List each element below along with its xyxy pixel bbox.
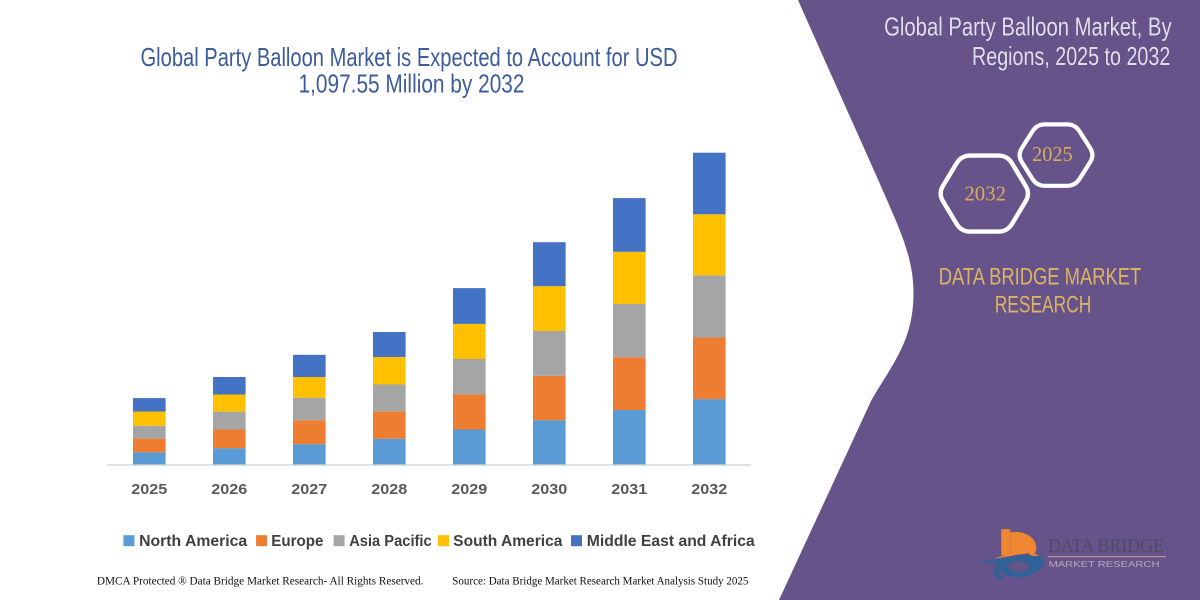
svg-text:MARKET RESEARCH: MARKET RESEARCH: [1049, 560, 1160, 569]
svg-text:RESEARCH: RESEARCH: [995, 291, 1092, 318]
svg-text:DATA BRIDGE: DATA BRIDGE: [1048, 535, 1164, 557]
svg-text:2029: 2029: [451, 481, 487, 498]
svg-text:Asia Pacific: Asia Pacific: [349, 533, 432, 550]
svg-text:DATA BRIDGE MARKET: DATA BRIDGE MARKET: [939, 263, 1142, 290]
svg-text:Regions, 2025 to 2032: Regions, 2025 to 2032: [972, 41, 1170, 71]
svg-text:2027: 2027: [291, 481, 327, 498]
svg-text:Global Party Balloon Market, B: Global Party Balloon Market, By: [884, 11, 1172, 41]
svg-text:South America: South America: [453, 533, 563, 550]
svg-text:Source: Data Bridge Market Res: Source: Data Bridge Market Research Mark…: [452, 574, 748, 588]
svg-text:Global Party Balloon Market is: Global Party Balloon Market is Expected …: [141, 42, 678, 72]
svg-text:1,097.55 Million by 2032: 1,097.55 Million by 2032: [299, 69, 525, 99]
svg-text:2032: 2032: [691, 481, 727, 498]
svg-text:2030: 2030: [531, 481, 567, 498]
svg-text:North America: North America: [139, 533, 247, 550]
svg-text:DMCA Protected ® Data Bridge M: DMCA Protected ® Data Bridge Market Rese…: [97, 574, 424, 588]
svg-text:2025: 2025: [1032, 142, 1073, 166]
svg-text:Middle East and Africa: Middle East and Africa: [587, 533, 755, 550]
svg-text:2025: 2025: [131, 481, 167, 498]
svg-text:2026: 2026: [211, 481, 247, 498]
svg-text:2031: 2031: [611, 481, 647, 498]
svg-text:Europe: Europe: [271, 533, 324, 550]
svg-text:2032: 2032: [964, 181, 1006, 205]
svg-text:2028: 2028: [371, 481, 407, 498]
